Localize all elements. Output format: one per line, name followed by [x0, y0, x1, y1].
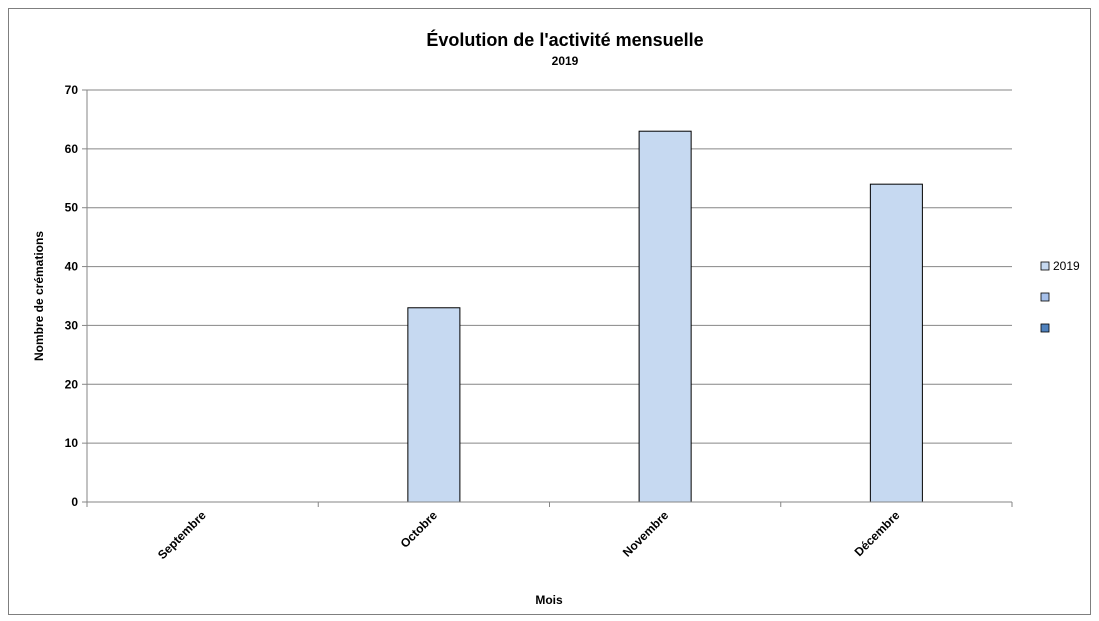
bars — [407, 130, 923, 503]
legend-swatch — [1040, 323, 1050, 333]
y-tick-label: 70 — [65, 83, 79, 97]
y-tick-label: 30 — [65, 318, 79, 332]
x-tick-labels: Septembre Octobre Novembre Décembre — [155, 508, 903, 562]
y-axis-label: Nombre de crémations — [32, 231, 46, 361]
chart-frame: Évolution de l'activité mensuelle 2019 0… — [8, 8, 1091, 615]
y-tick-label: 10 — [65, 436, 79, 450]
y-tick-label: 20 — [65, 377, 79, 391]
chart-subtitle: 2019 — [552, 54, 579, 68]
x-tick-label: Octobre — [398, 508, 441, 551]
gridlines — [87, 89, 1012, 444]
bar-décembre — [869, 183, 923, 503]
x-tick-label: Novembre — [620, 508, 672, 560]
y-tick-label: 40 — [65, 260, 79, 274]
bar-novembre — [638, 130, 692, 503]
legend: 2019 — [1040, 259, 1080, 333]
legend-label: 2019 — [1053, 259, 1080, 273]
y-tick-labels: 0 10 20 30 40 50 60 70 — [65, 83, 79, 509]
y-tick-label: 50 — [65, 201, 79, 215]
chart-title: Évolution de l'activité mensuelle — [426, 29, 703, 50]
bar-octobre — [407, 307, 461, 503]
y-tick-label: 60 — [65, 142, 79, 156]
x-tick-label: Décembre — [852, 508, 903, 559]
legend-swatch — [1040, 292, 1050, 302]
x-axis-label: Mois — [535, 593, 563, 607]
y-tick-label: 0 — [71, 495, 78, 509]
chart-svg: Évolution de l'activité mensuelle 2019 0… — [32, 29, 1080, 607]
axes — [82, 89, 1013, 507]
legend-swatch — [1040, 261, 1050, 271]
x-tick-label: Septembre — [155, 508, 209, 562]
